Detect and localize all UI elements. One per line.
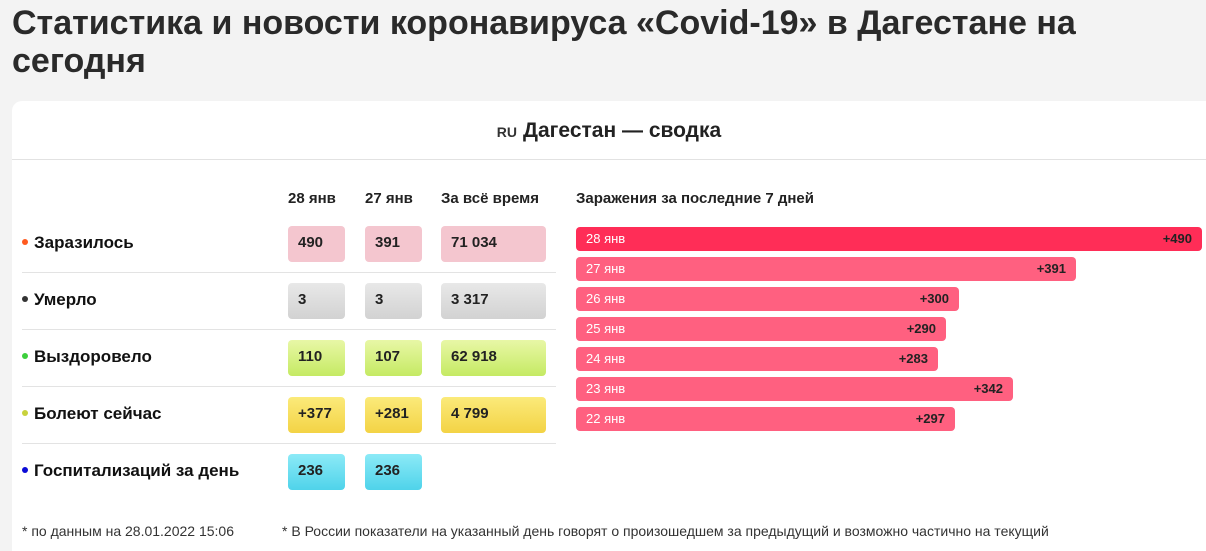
row-label: Умерло — [22, 290, 97, 310]
chart-bar: 25 янв +290 — [576, 317, 946, 341]
footnote-source: * по данным на 28.01.2022 15:06 — [22, 523, 234, 539]
stat-value: +377 — [288, 397, 345, 433]
chart-bar: 28 янв +490 — [576, 227, 1202, 251]
row-divider — [22, 443, 556, 444]
stat-value: 391 — [365, 226, 422, 262]
row-divider — [22, 329, 556, 330]
row-label: Госпитализаций за день — [22, 461, 239, 481]
stat-value: 110 — [288, 340, 345, 376]
stat-value: 4 799 — [441, 397, 546, 433]
stat-value: 71 034 — [441, 226, 546, 262]
chart-bar: 26 янв +300 — [576, 287, 959, 311]
bar-value-label: +490 — [1162, 231, 1192, 246]
column-header-total: За всё время — [441, 190, 539, 207]
bar-date-label: 28 янв — [586, 231, 626, 246]
row-divider — [22, 386, 556, 387]
footnote-note: * В России показатели на указанный день … — [282, 523, 1049, 539]
status-dot-icon — [22, 238, 28, 245]
bar-value-label: +297 — [915, 411, 945, 426]
row-label-text: Болеют сейчас — [34, 404, 162, 423]
status-dot-icon — [22, 352, 28, 359]
row-label: Выздоровело — [22, 347, 152, 367]
row-label-text: Умерло — [34, 290, 97, 309]
chart-bar: 27 янв +391 — [576, 257, 1076, 281]
stat-value: 236 — [365, 454, 422, 490]
bar-value-label: +283 — [898, 351, 928, 366]
bar-date-label: 23 янв — [586, 381, 626, 396]
row-label-text: Госпитализаций за день — [34, 461, 240, 480]
row-label-text: Выздоровело — [34, 347, 152, 366]
bar-date-label: 26 янв — [586, 291, 626, 306]
stat-value: 62 918 — [441, 340, 546, 376]
summary-card: RU Дагестан — сводка 28 янв 27 янв За всё… — [12, 101, 1206, 551]
stat-value: 107 — [365, 340, 422, 376]
bar-date-label: 22 янв — [586, 411, 626, 426]
row-label: Заразилось — [22, 233, 134, 253]
column-header-yesterday: 27 янв — [365, 190, 413, 207]
stat-value: +281 — [365, 397, 422, 433]
summary-header: RU Дагестан — сводка — [12, 101, 1206, 160]
bar-date-label: 27 янв — [586, 261, 626, 276]
bar-date-label: 25 янв — [586, 321, 626, 336]
bar-value-label: +391 — [1036, 261, 1066, 276]
chart-bar: 22 янв +297 — [576, 407, 955, 431]
column-header-today: 28 янв — [288, 190, 336, 207]
stat-value: 3 — [365, 283, 422, 319]
bar-value-label: +300 — [919, 291, 949, 306]
status-dot-icon — [22, 466, 28, 473]
status-dot-icon — [22, 409, 28, 416]
chart-title: Заражения за последние 7 дней — [576, 190, 815, 207]
stat-value: 236 — [288, 454, 345, 490]
status-dot-icon — [22, 295, 28, 302]
row-label: Болеют сейчас — [22, 404, 162, 424]
chart-bar: 24 янв +283 — [576, 347, 938, 371]
stat-value: 490 — [288, 226, 345, 262]
stat-value: 3 — [288, 283, 345, 319]
bar-value-label: +290 — [906, 321, 936, 336]
row-divider — [22, 272, 556, 273]
bar-value-label: +342 — [973, 381, 1003, 396]
summary-title: Дагестан — сводка — [523, 119, 722, 142]
bar-date-label: 24 янв — [586, 351, 626, 366]
flag-icon: RU — [496, 124, 518, 140]
stat-value: 3 317 — [441, 283, 546, 319]
page-title: Статистика и новости коронавируса «Covid… — [12, 4, 1076, 80]
chart-bar: 23 янв +342 — [576, 377, 1013, 401]
row-label-text: Заразилось — [34, 233, 134, 252]
